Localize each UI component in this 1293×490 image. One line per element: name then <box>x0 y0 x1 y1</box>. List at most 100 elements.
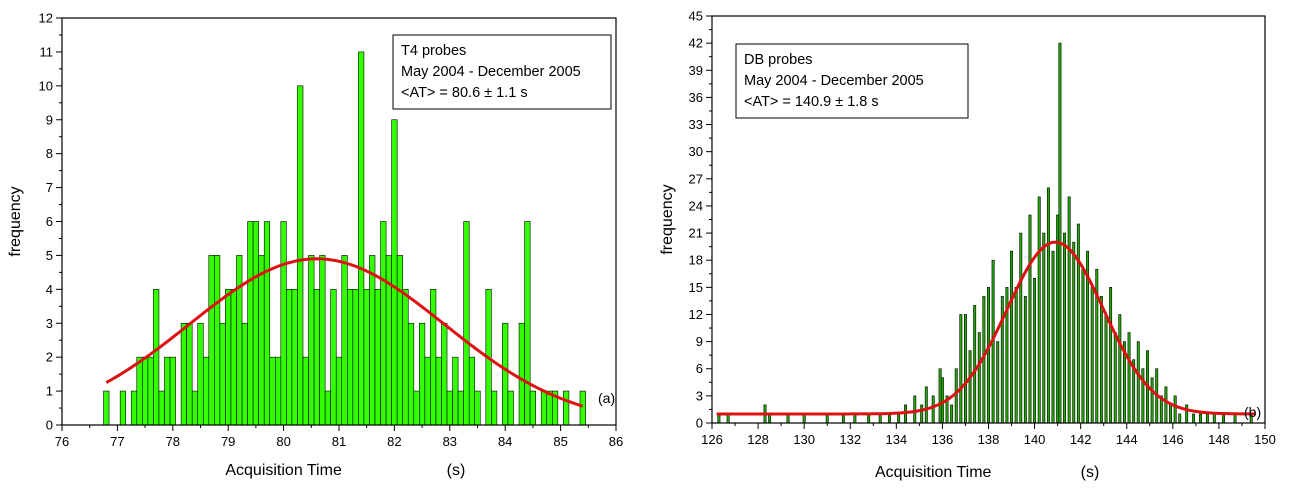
panel-b-x-axis-label: Acquisition Time <box>875 464 992 481</box>
histogram-bar <box>396 255 404 426</box>
histogram-bar <box>435 356 442 426</box>
x-tick-label: 85 <box>553 434 567 449</box>
histogram-bar <box>180 322 187 426</box>
histogram-bar <box>430 289 437 426</box>
histogram-bar <box>186 322 193 426</box>
histogram-bar <box>313 289 320 426</box>
y-tick-label: 7 <box>46 180 53 195</box>
panel-a-gaussian-fit-curve <box>105 257 584 408</box>
histogram-bar <box>1010 250 1013 424</box>
y-tick-label: 6 <box>696 361 703 376</box>
histogram-bar <box>158 390 165 426</box>
histogram-bar <box>1076 223 1080 424</box>
histogram-bar <box>1099 296 1103 424</box>
x-tick-label: 78 <box>166 434 180 449</box>
histogram-bar <box>502 322 509 426</box>
histogram-bar <box>280 221 287 426</box>
y-tick-label: 15 <box>689 280 703 295</box>
panel-a-x-axis-ticks: 76 77 78 79 80 81 82 83 84 85 86 <box>55 425 623 449</box>
histogram-bar <box>214 255 221 426</box>
y-tick-label: 12 <box>689 307 703 322</box>
histogram-bar <box>1033 277 1037 424</box>
histogram-bar <box>1150 377 1154 424</box>
histogram-bar <box>424 356 431 426</box>
histogram-bar <box>363 289 370 426</box>
panel-b-legend-line-2: May 2004 - December 2005 <box>744 73 924 89</box>
y-tick-label: 5 <box>46 248 53 263</box>
histogram-bar <box>518 322 525 426</box>
histogram-bar <box>529 390 536 426</box>
histogram-bar <box>878 413 882 424</box>
histogram-bar <box>1037 196 1041 424</box>
x-tick-label: 138 <box>978 432 1000 447</box>
histogram-bar <box>241 322 248 426</box>
histogram-bar <box>352 289 359 426</box>
histogram-bar <box>413 390 420 426</box>
histogram-bar <box>269 356 276 426</box>
histogram-bar <box>324 390 331 426</box>
histogram-bar <box>1113 332 1117 424</box>
histogram-bar <box>308 255 315 426</box>
histogram-bar <box>973 305 977 424</box>
histogram-bar <box>230 289 237 426</box>
panel-a-legend-line-1: T4 probes <box>401 43 466 59</box>
histogram-bar <box>258 255 265 426</box>
histogram-bar <box>887 413 891 424</box>
histogram-bar <box>369 255 376 426</box>
x-tick-label: 82 <box>387 434 401 449</box>
histogram-bar <box>119 390 127 426</box>
x-tick-label: 126 <box>701 432 723 447</box>
panel-b-gaussian-fit-curve <box>716 240 1256 416</box>
histogram-bar <box>358 51 365 426</box>
histogram-bar <box>1192 413 1196 424</box>
y-tick-label: 33 <box>689 117 703 132</box>
histogram-bar <box>247 221 254 426</box>
histogram-bar <box>1051 250 1055 424</box>
histogram-bar <box>468 356 476 426</box>
y-tick-label: 30 <box>689 144 703 159</box>
panel-a-histogram: 76 77 78 79 80 81 82 83 84 85 86 0123456789101112 … <box>7 11 623 480</box>
histogram-bar <box>1185 404 1189 424</box>
panel-a-legend-box: T4 probes May 2004 - December 2005 <AT> … <box>392 34 612 110</box>
histogram-bar <box>1056 214 1060 424</box>
x-tick-label: 86 <box>609 434 623 449</box>
histogram-bar <box>579 390 586 426</box>
x-tick-label: 84 <box>498 434 512 449</box>
y-tick-label: 4 <box>46 282 53 297</box>
panel-b-y-axis-label: frequency <box>659 184 676 254</box>
histogram-bar <box>1090 287 1094 424</box>
panel-a-label: (a) <box>598 390 615 406</box>
histogram-bar <box>1164 386 1168 424</box>
panel-a-legend-frame <box>392 34 612 110</box>
histogram-bar <box>457 390 464 426</box>
y-tick-label: 6 <box>46 214 53 229</box>
histogram-bar <box>147 356 154 426</box>
histogram-bar <box>1178 413 1182 424</box>
histogram-bar <box>191 390 199 426</box>
panel-b-histogram: 126 128 130 132 134 136 138 140 142 144 146 148 150 … <box>659 9 1276 482</box>
histogram-bar <box>1014 287 1018 424</box>
histogram-bar <box>402 289 409 426</box>
histogram-bar <box>1205 413 1209 424</box>
histogram-bar <box>1023 296 1027 424</box>
histogram-bar <box>954 368 958 424</box>
y-tick-label: 36 <box>689 90 703 105</box>
panel-a-x-axis-unit: (s) <box>447 462 466 479</box>
histogram-bar <box>491 390 498 426</box>
histogram-bar <box>103 390 110 426</box>
y-tick-label: 21 <box>689 226 703 241</box>
histogram-bar <box>959 314 963 424</box>
histogram-bar <box>1136 341 1140 424</box>
panel-b-x-axis-unit: (s) <box>1081 464 1100 481</box>
histogram-bar <box>164 356 171 426</box>
histogram-bar <box>169 356 176 426</box>
histogram-bar <box>1104 314 1108 424</box>
y-tick-label: 42 <box>689 36 703 51</box>
histogram-bar <box>1072 241 1076 424</box>
x-tick-label: 148 <box>1208 432 1230 447</box>
histogram-bar <box>1199 413 1202 424</box>
panel-b-legend-line-1: DB probes <box>744 52 813 68</box>
x-tick-label: 77 <box>110 434 124 449</box>
